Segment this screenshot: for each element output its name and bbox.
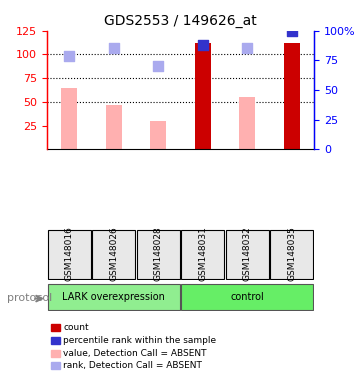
Point bbox=[66, 53, 72, 59]
FancyBboxPatch shape bbox=[48, 230, 91, 279]
Point bbox=[289, 28, 295, 34]
Bar bbox=[195, 43, 210, 149]
Bar bbox=[284, 43, 300, 149]
Point bbox=[244, 45, 250, 51]
Text: count: count bbox=[63, 323, 89, 333]
Point bbox=[155, 63, 161, 70]
FancyBboxPatch shape bbox=[226, 230, 269, 279]
Text: GSM148016: GSM148016 bbox=[65, 226, 74, 281]
Bar bbox=[106, 105, 122, 149]
Text: rank, Detection Call = ABSENT: rank, Detection Call = ABSENT bbox=[63, 361, 202, 371]
Text: GSM148028: GSM148028 bbox=[154, 226, 163, 281]
FancyBboxPatch shape bbox=[181, 284, 313, 310]
FancyBboxPatch shape bbox=[181, 230, 224, 279]
Text: value, Detection Call = ABSENT: value, Detection Call = ABSENT bbox=[63, 349, 207, 358]
FancyBboxPatch shape bbox=[270, 230, 313, 279]
Point bbox=[200, 42, 206, 48]
FancyBboxPatch shape bbox=[48, 284, 180, 310]
Text: GSM148032: GSM148032 bbox=[243, 226, 252, 281]
Text: GSM148026: GSM148026 bbox=[109, 226, 118, 281]
Text: LARK overexpression: LARK overexpression bbox=[62, 291, 165, 302]
Text: GSM148031: GSM148031 bbox=[198, 226, 207, 281]
Title: GDS2553 / 149626_at: GDS2553 / 149626_at bbox=[104, 14, 257, 28]
Bar bbox=[239, 97, 255, 149]
Text: protocol: protocol bbox=[7, 293, 52, 303]
Bar bbox=[151, 121, 166, 149]
FancyBboxPatch shape bbox=[92, 230, 135, 279]
Point bbox=[111, 45, 117, 51]
Text: control: control bbox=[230, 291, 264, 302]
Text: GSM148035: GSM148035 bbox=[287, 226, 296, 281]
Bar bbox=[61, 88, 77, 149]
Text: percentile rank within the sample: percentile rank within the sample bbox=[63, 336, 216, 345]
FancyBboxPatch shape bbox=[137, 230, 180, 279]
